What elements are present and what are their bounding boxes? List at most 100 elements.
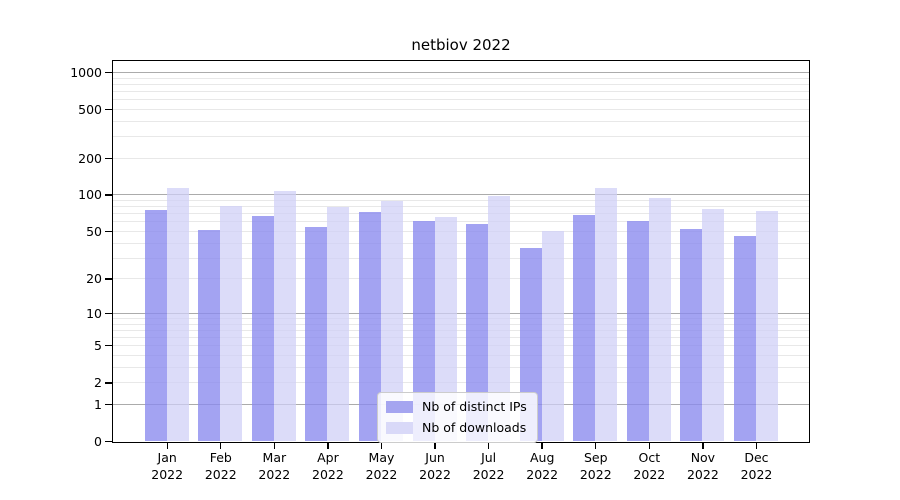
x-tick-mark xyxy=(595,443,597,449)
gridline-minor xyxy=(113,157,809,159)
gridline-minor xyxy=(113,337,809,339)
x-tick-mark xyxy=(220,443,222,449)
x-tick-label-oct: Oct 2022 xyxy=(633,450,666,482)
y-tick-mark xyxy=(105,345,112,347)
x-tick-label-jan: Jan 2022 xyxy=(151,450,184,482)
bar-downloads-aug xyxy=(541,230,564,441)
gridline-minor xyxy=(113,206,809,208)
x-tick-label-nov: Nov 2022 xyxy=(686,450,719,482)
x-tick-label-apr: Apr 2022 xyxy=(312,450,344,482)
bar-downloads-mar xyxy=(273,191,296,441)
plot-area xyxy=(112,60,810,443)
gridline-major xyxy=(113,71,809,73)
bar-distinct-ips-may xyxy=(358,211,381,441)
bar-distinct-ips-feb xyxy=(198,229,221,441)
gridline-minor xyxy=(113,99,809,101)
y-tick-mark xyxy=(105,194,112,196)
gridline-major xyxy=(113,194,809,196)
gridline-minor xyxy=(113,278,809,280)
y-tick-label: 100 xyxy=(78,187,102,203)
gridline-minor xyxy=(113,230,809,232)
y-tick-mark xyxy=(105,71,112,74)
bar-downloads-jun xyxy=(434,217,457,441)
x-tick-label-mar: Mar 2022 xyxy=(258,450,291,482)
x-tick-mark xyxy=(273,443,276,449)
bar-distinct-ips-nov xyxy=(680,228,703,441)
x-tick-mark xyxy=(327,443,329,449)
gridline-minor xyxy=(113,355,809,357)
y-tick-mark xyxy=(105,278,112,280)
bar-distinct-ips-apr xyxy=(305,226,328,441)
y-tick-mark xyxy=(105,108,112,111)
gridline-minor xyxy=(113,136,809,138)
x-tick-label-aug: Aug 2022 xyxy=(526,450,559,482)
x-tick-label-may: May 2022 xyxy=(365,450,398,482)
x-tick-label-jul: Jul 2022 xyxy=(472,450,505,482)
legend-label-distinct-ips: Nb of distinct IPs xyxy=(422,399,527,414)
y-tick-mark xyxy=(105,230,112,233)
bar-distinct-ips-jun xyxy=(412,221,435,441)
x-tick-label-dec: Dec 2022 xyxy=(740,450,773,482)
gridline-minor xyxy=(113,345,809,347)
y-tick-mark xyxy=(105,440,112,443)
gridline-minor xyxy=(113,90,809,92)
gridline-minor xyxy=(113,83,809,85)
y-tick-label: 5 xyxy=(94,338,102,354)
y-tick-label: 20 xyxy=(86,271,102,287)
x-tick-label-sep: Sep 2022 xyxy=(579,450,612,482)
bar-downloads-may xyxy=(380,200,403,441)
x-tick-mark xyxy=(755,443,758,449)
x-tick-mark xyxy=(380,443,383,449)
x-tick-mark xyxy=(434,443,436,449)
x-tick-label-feb: Feb 2022 xyxy=(204,450,237,482)
bar-downloads-apr xyxy=(327,206,350,441)
gridline-minor xyxy=(113,77,809,79)
x-tick-mark xyxy=(166,443,168,449)
bar-distinct-ips-jan xyxy=(144,209,167,441)
y-tick-mark xyxy=(105,403,112,406)
x-tick-mark xyxy=(541,443,543,449)
bar-distinct-ips-sep xyxy=(573,214,596,441)
gridline-minor xyxy=(113,257,809,259)
bar-distinct-ips-dec xyxy=(733,236,756,441)
gridline-major xyxy=(113,312,809,314)
bar-distinct-ips-mar xyxy=(251,215,274,441)
gridline-minor xyxy=(113,120,809,122)
gridline-minor xyxy=(113,213,809,215)
bar-distinct-ips-oct xyxy=(626,221,649,441)
y-tick-label: 10 xyxy=(86,305,102,321)
y-tick-mark xyxy=(105,382,112,384)
bar-downloads-jan xyxy=(166,188,189,441)
gridline-minor xyxy=(113,323,809,325)
bar-distinct-ips-jul xyxy=(466,224,489,441)
legend-item-distinct-ips: Nb of distinct IPs xyxy=(386,398,527,415)
legend-swatch-downloads xyxy=(386,421,413,434)
gridline-minor xyxy=(113,382,809,384)
legend-item-downloads: Nb of downloads xyxy=(386,419,527,436)
bar-downloads-feb xyxy=(220,206,243,441)
y-tick-label: 1 xyxy=(94,396,102,412)
x-tick-mark xyxy=(648,443,651,449)
y-tick-label: 50 xyxy=(86,223,102,239)
bar-downloads-jul xyxy=(488,195,511,441)
bar-downloads-oct xyxy=(648,197,671,441)
legend: Nb of distinct IPs Nb of downloads xyxy=(377,392,538,443)
y-tick-label: 1000 xyxy=(70,64,102,80)
gridline-minor xyxy=(113,221,809,223)
legend-label-downloads: Nb of downloads xyxy=(422,420,527,435)
gridline-minor xyxy=(113,366,809,368)
y-tick-label: 2 xyxy=(94,375,102,391)
gridline-minor xyxy=(113,329,809,331)
y-tick-mark xyxy=(105,157,112,159)
y-tick-mark xyxy=(105,312,112,315)
gridline-minor xyxy=(113,242,809,244)
bar-downloads-nov xyxy=(702,208,725,441)
x-tick-mark xyxy=(702,443,704,449)
y-tick-label: 0 xyxy=(94,434,102,449)
gridline-minor xyxy=(113,108,809,110)
gridline-minor xyxy=(113,318,809,319)
bar-downloads-sep xyxy=(595,188,618,441)
legend-swatch-distinct-ips xyxy=(386,400,413,413)
gridline-minor xyxy=(113,200,809,202)
